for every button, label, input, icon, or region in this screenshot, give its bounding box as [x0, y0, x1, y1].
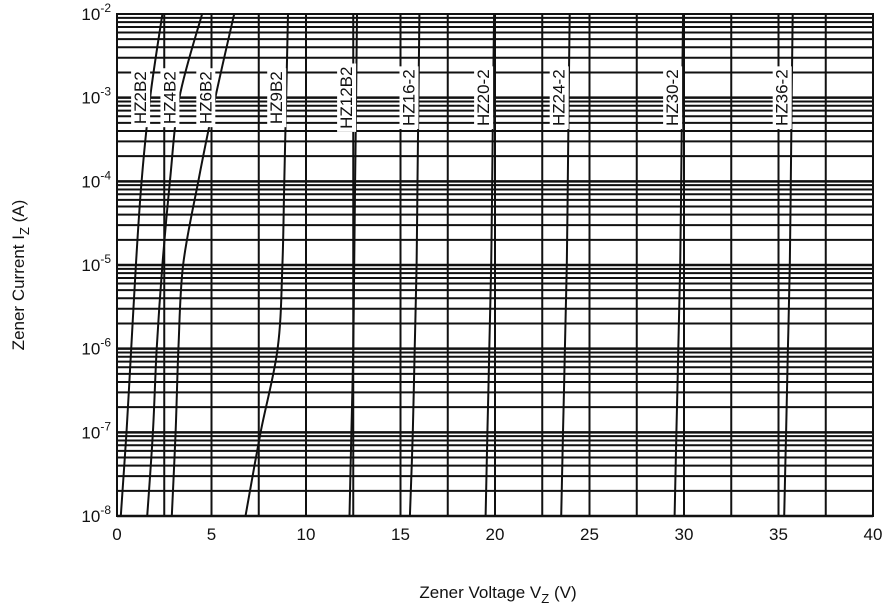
x-tick-label: 10 — [297, 525, 316, 544]
series-label-hz2b2: HZ2B2 — [131, 71, 150, 124]
y-tick-label: 10-2 — [81, 1, 111, 24]
y-tick-label: 10-4 — [81, 168, 111, 191]
series-label-hz36-2: HZ36-2 — [773, 69, 792, 126]
series-label-group: HZ30-2 — [663, 66, 683, 130]
x-tick-label: 30 — [675, 525, 694, 544]
x-tick-label: 40 — [864, 525, 883, 544]
series-label-background — [399, 66, 419, 130]
y-tick-label: 10-3 — [81, 85, 111, 108]
series-labels: HZ2B2 HZ4B2 HZ6B2 HZ9B2 HZ12B2 HZ16-2 HZ20-2 HZ… — [131, 63, 792, 132]
series-label-background — [337, 63, 357, 132]
series-label-hz30-2: HZ30-2 — [663, 69, 682, 126]
series-label-group: HZ9B2 — [267, 68, 287, 128]
series-label-background — [160, 68, 180, 128]
y-tick-label: 10-7 — [81, 419, 111, 442]
x-tick-label: 0 — [112, 525, 121, 544]
series-line-hz30-2 — [673, 13, 685, 517]
series-label-hz20-2: HZ20-2 — [474, 69, 493, 126]
series-label-group: HZ16-2 — [399, 66, 419, 130]
series-label-group: HZ12B2 — [337, 63, 357, 132]
plot-frame — [116, 13, 874, 517]
series-label-hz9b2: HZ9B2 — [267, 71, 286, 124]
y-tick-label: 10-6 — [81, 336, 111, 359]
series-label-hz16-2: HZ16-2 — [400, 69, 419, 126]
x-tick-label: 35 — [769, 525, 788, 544]
x-tick-label: 15 — [391, 525, 410, 544]
series-label-group: HZ20-2 — [474, 66, 494, 130]
series-label-background — [196, 68, 216, 128]
series-label-background — [663, 66, 683, 130]
series-label-background — [131, 68, 151, 128]
series-label-background — [772, 66, 792, 130]
y-tick-labels: 10-8 10-7 10-6 10-5 10-4 10-3 10-2 — [81, 1, 111, 526]
series-label-group: HZ24-2 — [549, 66, 569, 130]
y-tick-label: 10-8 — [81, 503, 111, 526]
grid — [116, 14, 874, 518]
series-label-hz6b2: HZ6B2 — [196, 71, 215, 124]
y-axis-label: Zener Current IZ (A) — [9, 200, 32, 351]
series-label-background — [474, 66, 494, 130]
series-label-hz24-2: HZ24-2 — [550, 69, 569, 126]
series-label-group: HZ6B2 — [196, 68, 216, 128]
series-label-group: HZ2B2 — [131, 68, 151, 128]
series-label-background — [267, 68, 287, 128]
series-label-group: HZ4B2 — [160, 68, 180, 128]
series-label-group: HZ36-2 — [772, 66, 792, 130]
series-line-hz4b2 — [146, 13, 204, 517]
series-label-hz12b2: HZ12B2 — [337, 67, 356, 129]
series-label-background — [549, 66, 569, 130]
y-tick-label: 10-5 — [81, 252, 111, 275]
x-tick-label: 20 — [486, 525, 505, 544]
x-tick-label: 25 — [580, 525, 599, 544]
x-tick-labels: 0 5 10 15 20 25 30 35 40 — [112, 525, 882, 544]
x-tick-label: 5 — [207, 525, 216, 544]
series-label-hz4b2: HZ4B2 — [160, 71, 179, 124]
x-axis-label: Zener Voltage VZ (V) — [419, 583, 576, 606]
